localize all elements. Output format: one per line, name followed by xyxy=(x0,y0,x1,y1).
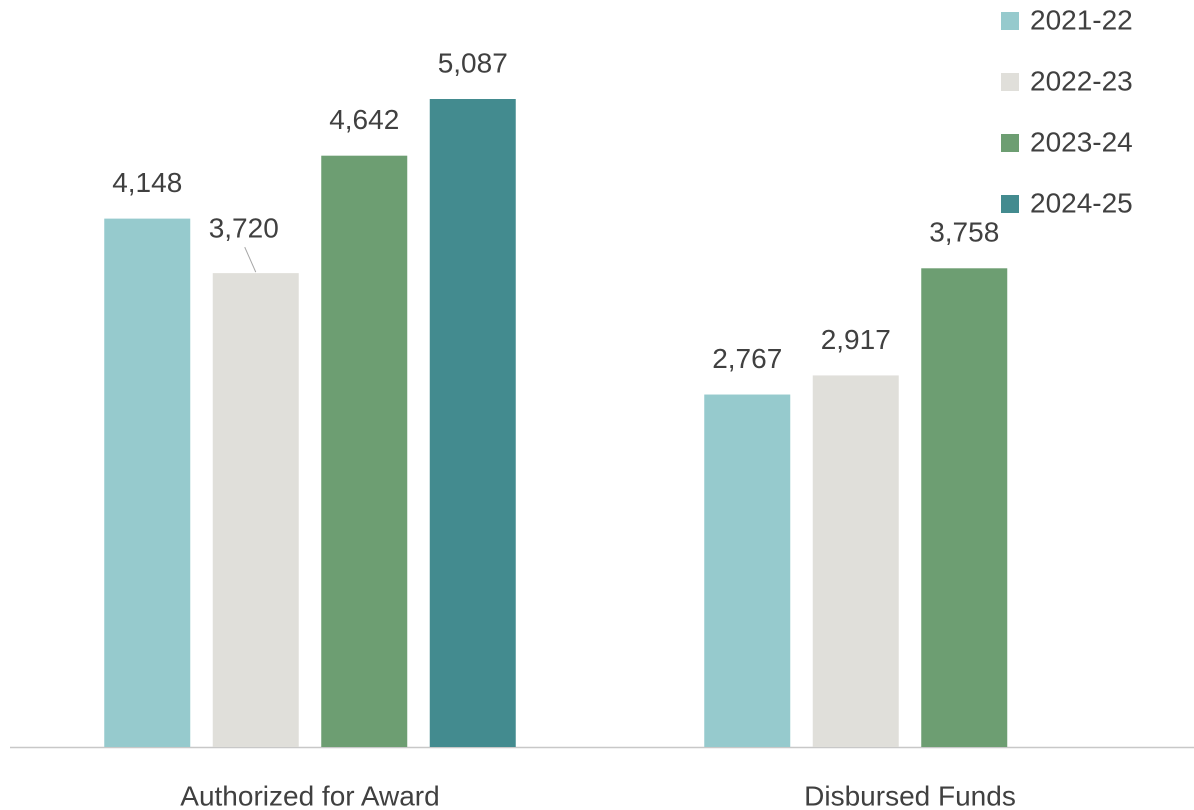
bar xyxy=(321,155,408,747)
leader-line xyxy=(244,246,257,273)
legend-label: 2024-25 xyxy=(1030,187,1133,218)
legend-label: 2022-23 xyxy=(1030,65,1133,96)
x-tick-label: Disbursed Funds xyxy=(804,780,1016,810)
legend-swatch xyxy=(1001,134,1019,152)
legend-label: 2023-24 xyxy=(1030,126,1133,157)
legend-label: 2021-22 xyxy=(1030,4,1133,35)
bar xyxy=(921,268,1008,747)
x-tick-label: Authorized for Award xyxy=(180,780,439,810)
data-label: 2,767 xyxy=(712,343,782,374)
data-label: 4,148 xyxy=(112,167,182,198)
data-label: 5,087 xyxy=(438,47,508,78)
legend-swatch xyxy=(1001,12,1019,30)
data-label: 3,758 xyxy=(929,217,999,248)
bar xyxy=(212,273,299,747)
legend-swatch xyxy=(1001,195,1019,213)
bar xyxy=(429,99,516,747)
bar xyxy=(704,394,791,747)
legend-swatch xyxy=(1001,73,1019,91)
data-label: 4,642 xyxy=(329,104,399,135)
data-label: 3,720 xyxy=(209,213,279,244)
bar xyxy=(104,218,191,747)
data-label: 2,917 xyxy=(821,324,891,355)
bar xyxy=(812,375,899,747)
